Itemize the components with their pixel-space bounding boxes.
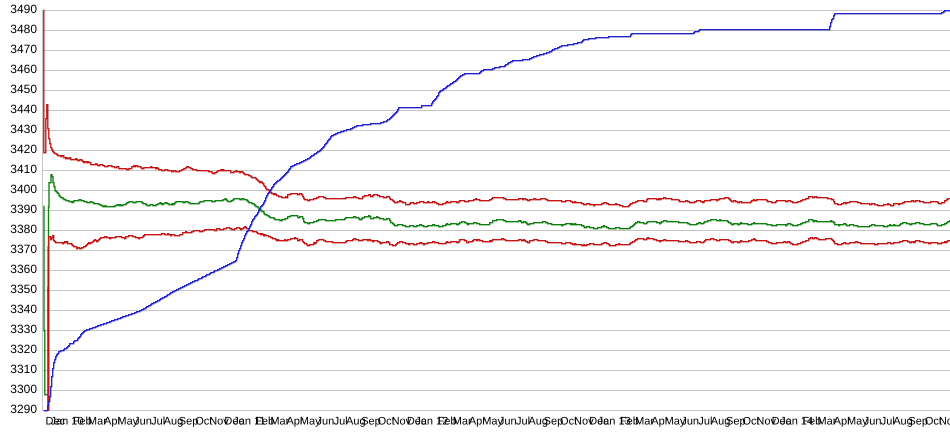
svg-text:Jan 12: Jan 12 (415, 416, 448, 428)
svg-text:Jan 14: Jan 14 (780, 416, 813, 428)
svg-text:Dec: Dec (407, 416, 427, 428)
svg-text:Mar: Mar (818, 416, 837, 428)
svg-text:3410: 3410 (10, 162, 37, 176)
svg-text:Jan 10: Jan 10 (50, 416, 83, 428)
svg-text:Jun: Jun (864, 416, 882, 428)
svg-text:Sep: Sep (361, 416, 381, 428)
svg-text:Dec: Dec (46, 416, 66, 428)
svg-text:Jul: Jul (151, 416, 165, 428)
svg-text:3350: 3350 (10, 282, 37, 296)
svg-text:Aug: Aug (346, 416, 366, 428)
svg-text:3470: 3470 (10, 42, 37, 56)
svg-text:3420: 3420 (10, 142, 37, 156)
svg-text:Oct: Oct (560, 416, 577, 428)
svg-text:Feb: Feb (802, 416, 821, 428)
svg-text:Jun: Jun (681, 416, 699, 428)
svg-text:3430: 3430 (10, 122, 37, 136)
svg-text:3490: 3490 (10, 2, 37, 16)
svg-text:Jun: Jun (499, 416, 517, 428)
svg-text:Sep: Sep (726, 416, 746, 428)
svg-text:Mar: Mar (453, 416, 472, 428)
svg-text:Jan 11: Jan 11 (233, 416, 265, 428)
svg-text:May: May (300, 416, 321, 428)
svg-text:Apr: Apr (834, 416, 851, 428)
svg-text:3310: 3310 (10, 362, 37, 376)
svg-text:3290: 3290 (10, 402, 37, 416)
svg-text:Jul: Jul (516, 416, 530, 428)
svg-text:3380: 3380 (10, 222, 37, 236)
svg-text:Aug: Aug (711, 416, 731, 428)
svg-text:3460: 3460 (10, 62, 37, 76)
svg-text:Nov: Nov (939, 416, 950, 428)
svg-text:3300: 3300 (10, 382, 37, 396)
svg-text:3340: 3340 (10, 302, 37, 316)
svg-text:3480: 3480 (10, 22, 37, 36)
svg-text:May: May (847, 416, 868, 428)
svg-text:3440: 3440 (10, 102, 37, 116)
svg-text:Jul: Jul (334, 416, 348, 428)
svg-text:Jan 13: Jan 13 (598, 416, 631, 428)
svg-text:Oct: Oct (742, 416, 759, 428)
svg-text:Mar: Mar (88, 416, 107, 428)
svg-text:3450: 3450 (10, 82, 37, 96)
svg-text:Apr: Apr (469, 416, 486, 428)
svg-text:Feb: Feb (73, 416, 92, 428)
svg-text:Jun: Jun (317, 416, 335, 428)
svg-text:3400: 3400 (10, 182, 37, 196)
svg-text:Sep: Sep (179, 416, 199, 428)
svg-text:Mar: Mar (270, 416, 289, 428)
svg-text:Jun: Jun (134, 416, 152, 428)
svg-text:Oct: Oct (378, 416, 395, 428)
svg-text:Nov: Nov (574, 416, 594, 428)
svg-text:Feb: Feb (620, 416, 639, 428)
svg-text:Apr: Apr (104, 416, 121, 428)
svg-text:Aug: Aug (528, 416, 548, 428)
svg-text:Sep: Sep (544, 416, 564, 428)
svg-text:Nov: Nov (756, 416, 776, 428)
svg-text:3330: 3330 (10, 322, 37, 336)
svg-text:May: May (665, 416, 686, 428)
svg-text:Nov: Nov (209, 416, 229, 428)
svg-text:Dec: Dec (224, 416, 244, 428)
svg-text:Jul: Jul (881, 416, 895, 428)
svg-text:Apr: Apr (286, 416, 303, 428)
svg-text:Aug: Aug (893, 416, 913, 428)
svg-text:Feb: Feb (255, 416, 274, 428)
svg-text:Oct: Oct (195, 416, 212, 428)
svg-text:Apr: Apr (651, 416, 668, 428)
svg-text:3370: 3370 (10, 242, 37, 256)
svg-text:Dec: Dec (772, 416, 792, 428)
svg-text:Nov: Nov (392, 416, 412, 428)
svg-text:May: May (482, 416, 503, 428)
svg-text:Jul: Jul (698, 416, 712, 428)
svg-text:Dec: Dec (589, 416, 609, 428)
svg-text:3390: 3390 (10, 202, 37, 216)
svg-text:Mar: Mar (635, 416, 654, 428)
svg-text:Aug: Aug (164, 416, 184, 428)
svg-text:Feb: Feb (438, 416, 457, 428)
svg-text:3360: 3360 (10, 262, 37, 276)
svg-text:3320: 3320 (10, 342, 37, 356)
svg-text:Oct: Oct (925, 416, 942, 428)
svg-text:Sep: Sep (908, 416, 928, 428)
svg-text:May: May (117, 416, 138, 428)
